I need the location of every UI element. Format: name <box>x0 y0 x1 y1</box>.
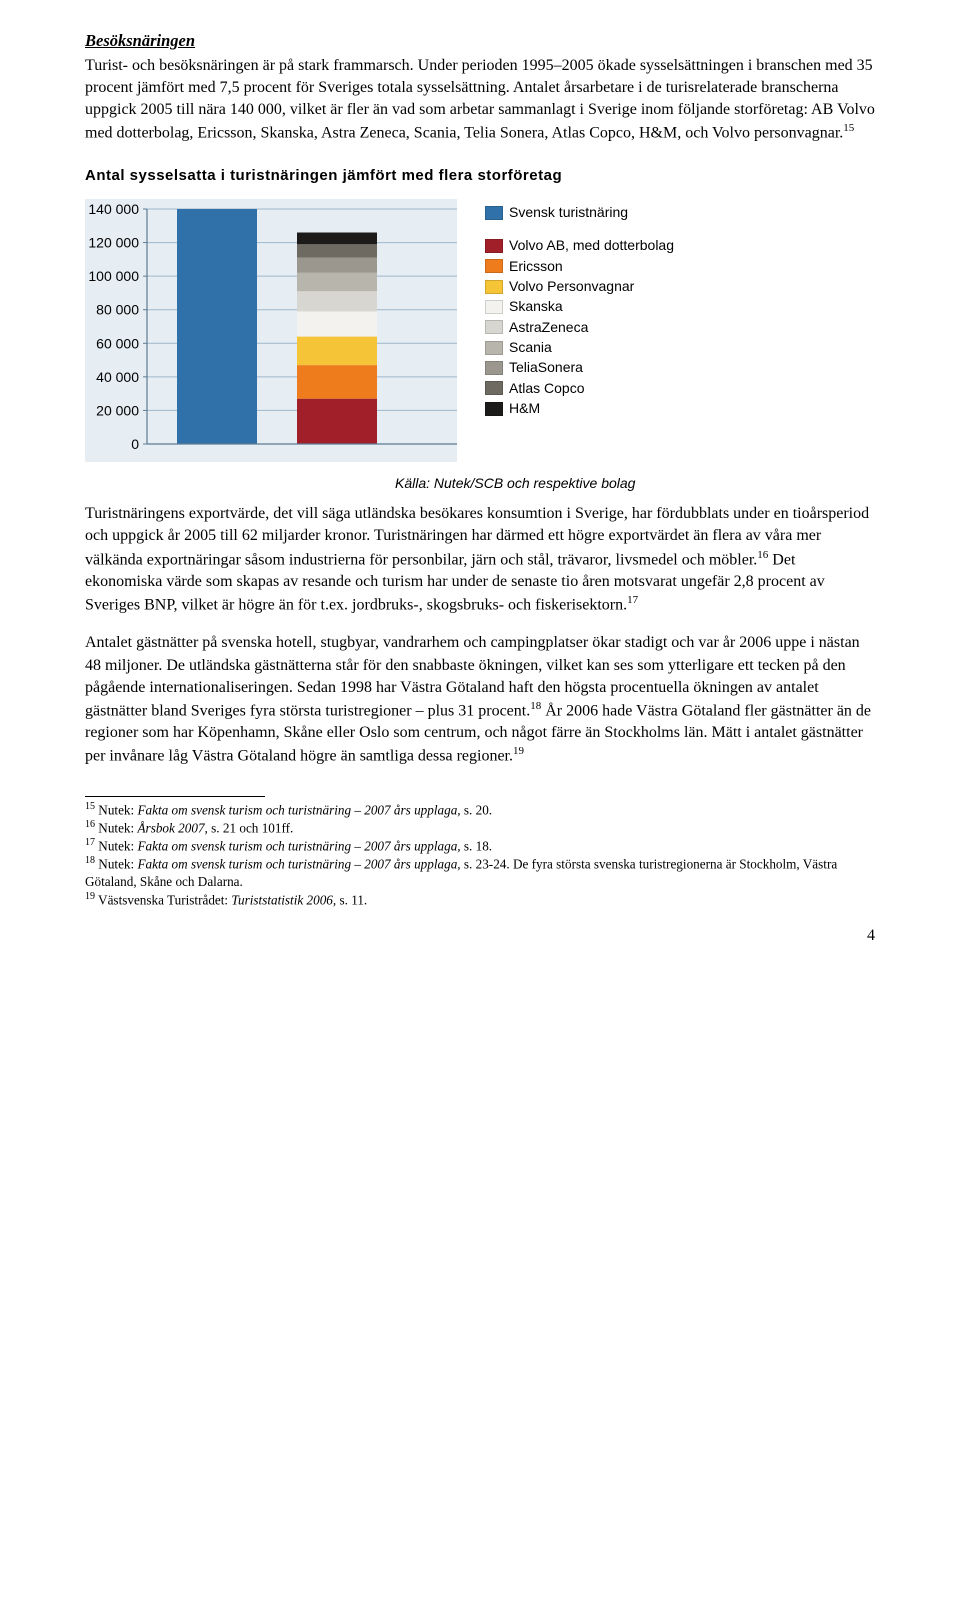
svg-text:0: 0 <box>131 436 139 452</box>
legend-item: Volvo AB, med dotterbolag <box>485 236 674 255</box>
legend-swatch <box>485 381 503 395</box>
legend-label: Skanska <box>509 297 563 316</box>
footnotes-separator <box>85 796 265 797</box>
footnote: 16 Nutek: Årsbok 2007, s. 21 och 101ff. <box>85 819 875 837</box>
legend-primary-group: Svensk turistnäring <box>485 203 674 222</box>
section-heading: Besöksnäringen <box>85 30 875 53</box>
footnote-ref-19: 19 <box>513 745 524 757</box>
legend-companies-group: Volvo AB, med dotterbolag EricssonVolvo P… <box>485 236 674 418</box>
chart-legend: Svensk turistnäring Volvo AB, med dotter… <box>485 203 674 432</box>
legend-swatch <box>485 280 503 294</box>
svg-text:20 000: 20 000 <box>96 403 139 419</box>
chart-row: 0 20 000 40 000 60 000 80 000 100 000 120 000 1… <box>85 199 674 462</box>
chart-title: Antal sysselsatta i turistnäringen jämfö… <box>85 166 875 187</box>
legend-label: Volvo Personvagnar <box>509 277 634 296</box>
footnote-ref-17: 17 <box>627 594 638 606</box>
legend-label: H&M <box>509 399 540 418</box>
svg-text:100 000: 100 000 <box>88 268 139 284</box>
legend-swatch <box>485 320 503 334</box>
legend-label: AstraZeneca <box>509 318 588 337</box>
legend-item: Atlas Copco <box>485 379 674 398</box>
legend-swatch <box>485 206 503 220</box>
legend-item: H&M <box>485 399 674 418</box>
legend-item: Volvo Personvagnar <box>485 277 674 296</box>
legend-label: Volvo AB, med dotterbolag <box>509 236 674 255</box>
legend-label: Atlas Copco <box>509 379 584 398</box>
footnote-ref-16: 16 <box>757 549 768 561</box>
legend-label: Ericsson <box>509 257 563 276</box>
chart-container: 0 20 000 40 000 60 000 80 000 100 000 120 000 1… <box>85 199 875 493</box>
paragraph-3: Antalet gästnätter på svenska hotell, st… <box>85 632 875 767</box>
page-number: 4 <box>85 925 875 947</box>
legend-swatch <box>485 259 503 273</box>
legend-label: TeliaSonera <box>509 358 583 377</box>
legend-item: Svensk turistnäring <box>485 203 674 222</box>
legend-item: TeliaSonera <box>485 358 674 377</box>
svg-text:60 000: 60 000 <box>96 335 139 351</box>
chart-source: Källa: Nutek/SCB och respektive bolag <box>395 474 635 493</box>
footnote-ref-18: 18 <box>530 700 541 712</box>
employment-chart: 0 20 000 40 000 60 000 80 000 100 000 120 000 1… <box>85 199 457 462</box>
svg-text:40 000: 40 000 <box>96 369 139 385</box>
paragraph-1-text: Turist- och besöksnäringen är på stark f… <box>85 57 875 142</box>
footnote: 18 Nutek: Fakta om svensk turism och tur… <box>85 855 875 890</box>
legend-item: Skanska <box>485 297 674 316</box>
legend-item: Ericsson <box>485 257 674 276</box>
paragraph-2-text-a: Turistnäringens exportvärde, det vill sä… <box>85 505 869 567</box>
legend-label: Scania <box>509 338 552 357</box>
footnote-ref-15: 15 <box>843 122 854 134</box>
paragraph-1: Turist- och besöksnäringen är på stark f… <box>85 55 875 145</box>
legend-item: AstraZeneca <box>485 318 674 337</box>
legend-swatch <box>485 361 503 375</box>
legend-swatch <box>485 402 503 416</box>
svg-text:140 000: 140 000 <box>88 201 139 217</box>
svg-text:80 000: 80 000 <box>96 302 139 318</box>
legend-label: Svensk turistnäring <box>509 203 628 222</box>
footnote: 19 Västsvenska Turistrådet: Turiststatis… <box>85 891 875 909</box>
footnote: 15 Nutek: Fakta om svensk turism och tur… <box>85 801 875 819</box>
paragraph-2: Turistnäringens exportvärde, det vill sä… <box>85 503 875 616</box>
legend-swatch <box>485 300 503 314</box>
footnote: 17 Nutek: Fakta om svensk turism och tur… <box>85 837 875 855</box>
footnotes-block: 15 Nutek: Fakta om svensk turism och tur… <box>85 801 875 909</box>
svg-text:120 000: 120 000 <box>88 235 139 251</box>
legend-swatch <box>485 341 503 355</box>
legend-swatch <box>485 239 503 253</box>
legend-item: Scania <box>485 338 674 357</box>
